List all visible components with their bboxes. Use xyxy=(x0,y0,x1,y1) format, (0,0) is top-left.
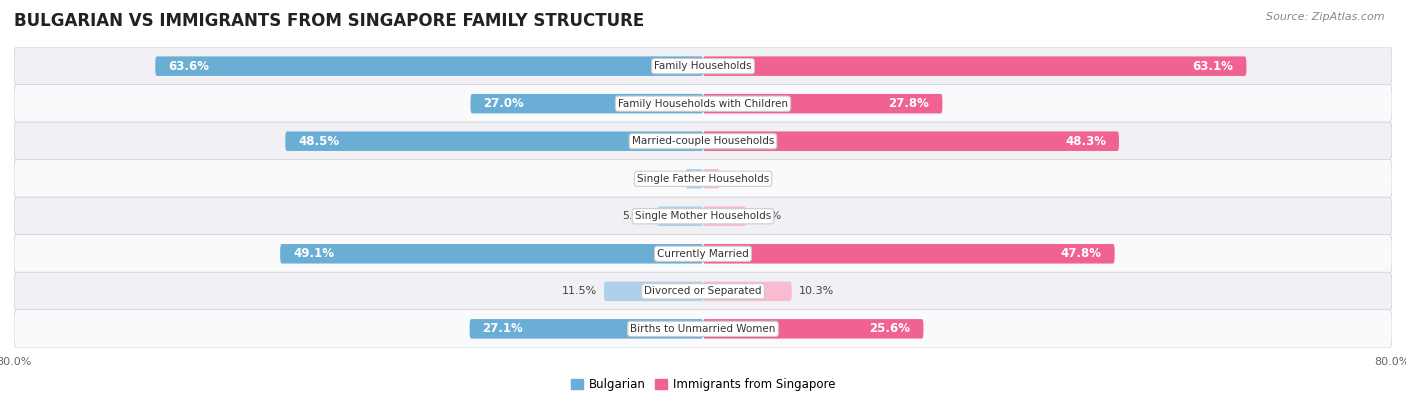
FancyBboxPatch shape xyxy=(658,207,703,226)
Text: 27.1%: 27.1% xyxy=(482,322,523,335)
FancyBboxPatch shape xyxy=(686,169,703,188)
Text: 48.3%: 48.3% xyxy=(1064,135,1107,148)
FancyBboxPatch shape xyxy=(703,207,747,226)
FancyBboxPatch shape xyxy=(14,47,1392,85)
FancyBboxPatch shape xyxy=(470,319,703,339)
Text: 49.1%: 49.1% xyxy=(292,247,335,260)
Text: Single Father Households: Single Father Households xyxy=(637,174,769,184)
FancyBboxPatch shape xyxy=(14,85,1392,123)
FancyBboxPatch shape xyxy=(285,132,703,151)
Text: Single Mother Households: Single Mother Households xyxy=(636,211,770,221)
FancyBboxPatch shape xyxy=(14,310,1392,348)
Text: 10.3%: 10.3% xyxy=(799,286,834,296)
Legend: Bulgarian, Immigrants from Singapore: Bulgarian, Immigrants from Singapore xyxy=(567,373,839,395)
Text: 1.9%: 1.9% xyxy=(727,174,755,184)
FancyBboxPatch shape xyxy=(14,272,1392,310)
FancyBboxPatch shape xyxy=(703,56,1246,76)
Text: Births to Unmarried Women: Births to Unmarried Women xyxy=(630,324,776,334)
Text: Source: ZipAtlas.com: Source: ZipAtlas.com xyxy=(1267,12,1385,22)
FancyBboxPatch shape xyxy=(703,282,792,301)
FancyBboxPatch shape xyxy=(703,244,1115,263)
Text: 63.1%: 63.1% xyxy=(1192,60,1233,73)
FancyBboxPatch shape xyxy=(471,94,703,113)
FancyBboxPatch shape xyxy=(14,197,1392,235)
Text: Married-couple Households: Married-couple Households xyxy=(631,136,775,146)
FancyBboxPatch shape xyxy=(703,319,924,339)
Text: Divorced or Separated: Divorced or Separated xyxy=(644,286,762,296)
Text: 27.0%: 27.0% xyxy=(484,97,524,110)
Text: Currently Married: Currently Married xyxy=(657,249,749,259)
Text: Family Households: Family Households xyxy=(654,61,752,71)
Text: 63.6%: 63.6% xyxy=(169,60,209,73)
Text: 47.8%: 47.8% xyxy=(1060,247,1102,260)
FancyBboxPatch shape xyxy=(14,235,1392,273)
Text: 25.6%: 25.6% xyxy=(869,322,911,335)
FancyBboxPatch shape xyxy=(605,282,703,301)
FancyBboxPatch shape xyxy=(703,94,942,113)
Text: 2.0%: 2.0% xyxy=(651,174,679,184)
FancyBboxPatch shape xyxy=(14,160,1392,198)
Text: 48.5%: 48.5% xyxy=(298,135,339,148)
Text: 5.3%: 5.3% xyxy=(623,211,651,221)
Text: 5.0%: 5.0% xyxy=(754,211,782,221)
FancyBboxPatch shape xyxy=(703,169,720,188)
FancyBboxPatch shape xyxy=(155,56,703,76)
Text: 27.8%: 27.8% xyxy=(889,97,929,110)
Text: BULGARIAN VS IMMIGRANTS FROM SINGAPORE FAMILY STRUCTURE: BULGARIAN VS IMMIGRANTS FROM SINGAPORE F… xyxy=(14,12,644,30)
Text: Family Households with Children: Family Households with Children xyxy=(619,99,787,109)
FancyBboxPatch shape xyxy=(703,132,1119,151)
Text: 11.5%: 11.5% xyxy=(562,286,598,296)
FancyBboxPatch shape xyxy=(280,244,703,263)
FancyBboxPatch shape xyxy=(14,122,1392,160)
